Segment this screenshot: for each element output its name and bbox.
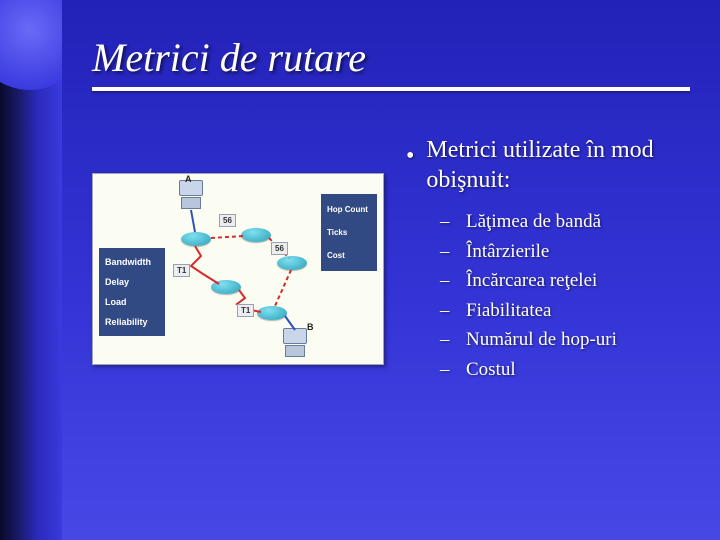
dash-marker: – xyxy=(440,298,452,325)
sub-bullet-text: Costul xyxy=(466,357,516,384)
panel-item: Ticks xyxy=(321,221,377,244)
panel-item: Cost xyxy=(321,244,377,267)
host-a xyxy=(179,180,203,210)
sub-bullet-list: – Lăţimea de bandă – Întârzierile – Încă… xyxy=(440,209,690,384)
link-label-t1: T1 xyxy=(173,264,190,277)
sub-bullet-text: Fiabilitatea xyxy=(466,298,551,325)
panel-item: Bandwidth xyxy=(99,252,165,272)
text-column: • Metrici utilizate în mod obişnuit: – L… xyxy=(406,135,690,387)
network-figure: A B xyxy=(92,173,384,365)
panel-item: Load xyxy=(99,292,165,312)
sub-bullet: – Încărcarea reţelei xyxy=(440,268,690,295)
sub-bullet-text: Încărcarea reţelei xyxy=(466,268,597,295)
content-row: A B xyxy=(92,135,690,387)
title-underline xyxy=(92,87,690,91)
link-label-t1: T1 xyxy=(237,304,254,317)
sub-bullet: – Numărul de hop-uri xyxy=(440,327,690,354)
main-bullet: • Metrici utilizate în mod obişnuit: xyxy=(406,135,690,195)
host-b-label: B xyxy=(307,322,314,332)
slide-main: Metrici de rutare A B xyxy=(62,0,720,540)
router-icon xyxy=(181,232,211,246)
sub-bullet: – Lăţimea de bandă xyxy=(440,209,690,236)
dash-marker: – xyxy=(440,268,452,295)
panel-item: Hop Count xyxy=(321,198,377,221)
sub-bullet-text: Numărul de hop-uri xyxy=(466,327,617,354)
sidebar-accent xyxy=(0,0,62,540)
panel-item: Reliability xyxy=(99,312,165,332)
slide: Metrici de rutare A B xyxy=(0,0,720,540)
router-icon xyxy=(241,228,271,242)
dash-marker: – xyxy=(440,327,452,354)
host-a-label: A xyxy=(185,174,192,184)
dash-marker: – xyxy=(440,209,452,236)
sub-bullet: – Costul xyxy=(440,357,690,384)
host-b xyxy=(283,328,307,358)
router-icon xyxy=(277,256,307,270)
sub-bullet-text: Întârzierile xyxy=(466,239,549,266)
dash-marker: – xyxy=(440,357,452,384)
figure-right-panel: Hop Count Ticks Cost xyxy=(321,194,377,271)
bullet-marker: • xyxy=(406,141,414,171)
link-label-56: 56 xyxy=(271,242,288,255)
figure-left-panel: Bandwidth Delay Load Reliability xyxy=(99,248,165,336)
sub-bullet: – Întârzierile xyxy=(440,239,690,266)
slide-title: Metrici de rutare xyxy=(92,34,690,81)
main-bullet-text: Metrici utilizate în mod obişnuit: xyxy=(426,135,690,195)
router-icon xyxy=(257,306,287,320)
sub-bullet: – Fiabilitatea xyxy=(440,298,690,325)
router-icon xyxy=(211,280,241,294)
panel-item: Delay xyxy=(99,272,165,292)
link-label-56: 56 xyxy=(219,214,236,227)
sub-bullet-text: Lăţimea de bandă xyxy=(466,209,601,236)
dash-marker: – xyxy=(440,239,452,266)
